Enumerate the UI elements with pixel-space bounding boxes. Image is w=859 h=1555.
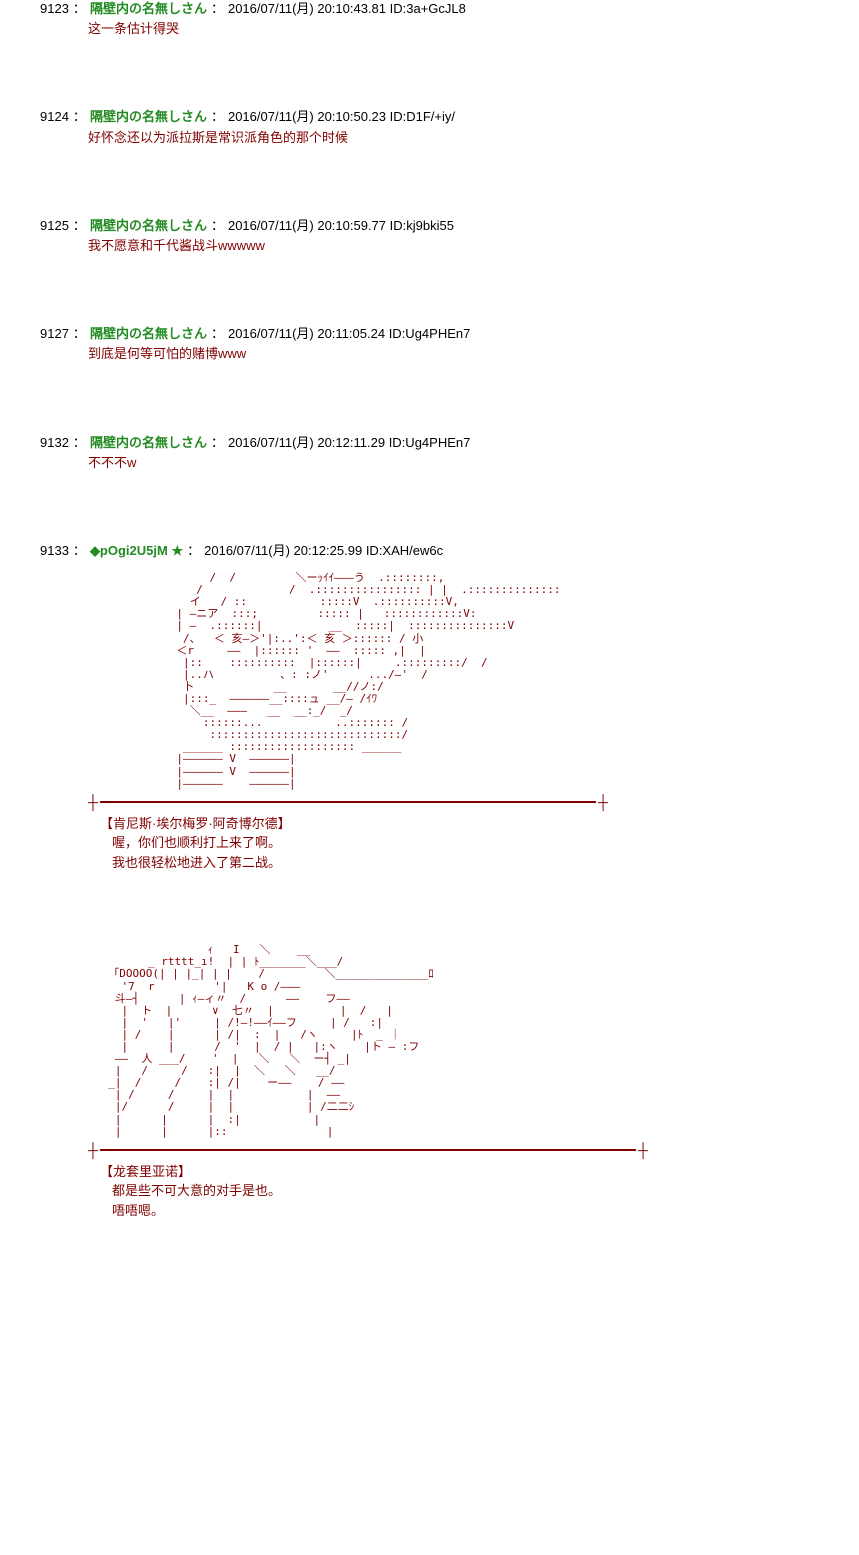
- post: 9124 ： 隔壁内の名無しさん ： 2016/07/11(月) 20:10:50.23…: [40, 108, 859, 146]
- separator: ：: [73, 109, 86, 124]
- post-datetime: 2016/07/11(月) 20:11:05.24: [228, 326, 385, 341]
- caption-block: 【龙套里亚诺】 都是些不可大意的对手是也。 唔唔嗯。: [100, 1162, 859, 1221]
- separator: ：: [211, 218, 224, 233]
- poster-name[interactable]: 隔壁内の名無しさん: [90, 326, 207, 341]
- post-id[interactable]: ID:Ug4PHEn7: [389, 326, 471, 341]
- caption-line: 都是些不可大意的对手是也。: [100, 1181, 859, 1201]
- post-header: 9132 ： 隔壁内の名無しさん ： 2016/07/11(月) 20:12:11.29…: [40, 435, 470, 450]
- post-body: 不不不w: [88, 454, 859, 472]
- separator: ：: [73, 1, 86, 16]
- post-datetime: 2016/07/11(月) 20:10:50.23: [228, 109, 386, 124]
- divider-line: ┼ ┼: [88, 794, 608, 810]
- caption-line: 我也很轻松地进入了第二战。: [100, 853, 859, 873]
- caption-bracket: 【肯尼斯·埃尔梅罗·阿奇博尔德】: [100, 816, 291, 831]
- post-number[interactable]: 9132: [40, 435, 69, 450]
- post: 9125 ： 隔壁内の名無しさん ： 2016/07/11(月) 20:10:59.77…: [40, 217, 859, 255]
- poster-name[interactable]: 隔壁内の名無しさん: [90, 218, 207, 233]
- poster-name[interactable]: 隔壁内の名無しさん: [90, 435, 207, 450]
- post-id[interactable]: ID:kj9bki55: [390, 218, 454, 233]
- post-body: 好怀念还以为派拉斯是常识派角色的那个时候: [88, 129, 859, 147]
- post-id[interactable]: ID:Ug4PHEn7: [389, 435, 471, 450]
- separator: ：: [73, 218, 86, 233]
- post-header: 9123 ： 隔壁内の名無しさん ： 2016/07/11(月) 20:10:43.81…: [40, 1, 466, 16]
- poster-name[interactable]: 隔壁内の名無しさん: [90, 109, 207, 124]
- post: 9127 ： 隔壁内の名無しさん ： 2016/07/11(月) 20:11:05.24…: [40, 325, 859, 363]
- divider-bar: [100, 1149, 636, 1151]
- separator: ：: [211, 109, 224, 124]
- caption-block: 【肯尼斯·埃尔梅罗·阿奇博尔德】 喔，你们也顺利打上来了啊。 我也很轻松地进入了…: [100, 814, 859, 873]
- separator: ：: [211, 1, 224, 16]
- post-datetime: 2016/07/11(月) 20:12:11.29: [228, 435, 385, 450]
- post-datetime: 2016/07/11(月) 20:10:43.81: [228, 1, 386, 16]
- separator: ：: [73, 435, 86, 450]
- caption-line: 喔，你们也顺利打上来了啊。: [100, 833, 859, 853]
- plus-icon: ┼: [88, 794, 98, 810]
- post-body: 到底是何等可怕的赌博www: [88, 345, 859, 363]
- post-header: 9124 ： 隔壁内の名無しさん ： 2016/07/11(月) 20:10:50.23…: [40, 109, 455, 124]
- post-number[interactable]: 9127: [40, 326, 69, 341]
- post: 9132 ： 隔壁内の名無しさん ： 2016/07/11(月) 20:12:11.29…: [40, 434, 859, 472]
- post-body: 我不愿意和千代酱战斗wwwww: [88, 237, 859, 255]
- separator: ：: [73, 543, 86, 558]
- post-number[interactable]: 9125: [40, 218, 69, 233]
- separator: ：: [211, 326, 224, 341]
- separator: ：: [187, 543, 200, 558]
- thread-container: 9123 ： 隔壁内の名無しさん ： 2016/07/11(月) 20:10:43.81…: [0, 0, 859, 1270]
- post: 9123 ： 隔壁内の名無しさん ： 2016/07/11(月) 20:10:43.81…: [40, 0, 859, 38]
- post-header: 9127 ： 隔壁内の名無しさん ： 2016/07/11(月) 20:11:05.24…: [40, 326, 470, 341]
- section-gap: [40, 872, 859, 932]
- post-number[interactable]: 9124: [40, 109, 69, 124]
- post-datetime: 2016/07/11(月) 20:10:59.77: [228, 218, 386, 233]
- ascii-art-face: / / ＼ーｯｲｲ———う .::::::::, / / .::::::::::…: [130, 572, 859, 790]
- post-header: 9125 ： 隔壁内の名無しさん ： 2016/07/11(月) 20:10:59.77…: [40, 218, 454, 233]
- caption-line: 唔唔嗯。: [100, 1201, 859, 1221]
- post-body: 这一条估计得哭: [88, 20, 859, 38]
- post-header: 9133 ： ◆pOgi2U5jM ★ ： 2016/07/11(月) 20:12:25…: [40, 543, 443, 558]
- ascii-art-figure: ｨ I ＼ __ _ rtttt_ı! | | ﾄ_______＼___/ 「D…: [95, 944, 859, 1138]
- separator: ：: [73, 326, 86, 341]
- post-id[interactable]: ID:D1F/+iy/: [390, 109, 455, 124]
- post-datetime: 2016/07/11(月) 20:12:25.99: [204, 543, 362, 558]
- poster-name[interactable]: 隔壁内の名無しさん: [90, 1, 207, 16]
- poster-star: ★: [171, 543, 183, 558]
- caption-bracket: 【龙套里亚诺】: [100, 1164, 191, 1179]
- post-id[interactable]: ID:3a+GcJL8: [390, 1, 466, 16]
- poster-trip[interactable]: ◆pOgi2U5jM: [90, 543, 168, 558]
- op-post: 9133 ： ◆pOgi2U5jM ★ ： 2016/07/11(月) 20:12:25…: [40, 542, 859, 1220]
- plus-icon: ┼: [88, 1142, 98, 1158]
- plus-icon: ┼: [638, 1142, 648, 1158]
- plus-icon: ┼: [598, 794, 608, 810]
- post-number[interactable]: 9123: [40, 1, 69, 16]
- divider-line: ┼ ┼: [88, 1142, 648, 1158]
- post-id[interactable]: ID:XAH/ew6c: [366, 543, 443, 558]
- separator: ：: [211, 435, 224, 450]
- post-number[interactable]: 9133: [40, 543, 69, 558]
- divider-bar: [100, 801, 596, 803]
